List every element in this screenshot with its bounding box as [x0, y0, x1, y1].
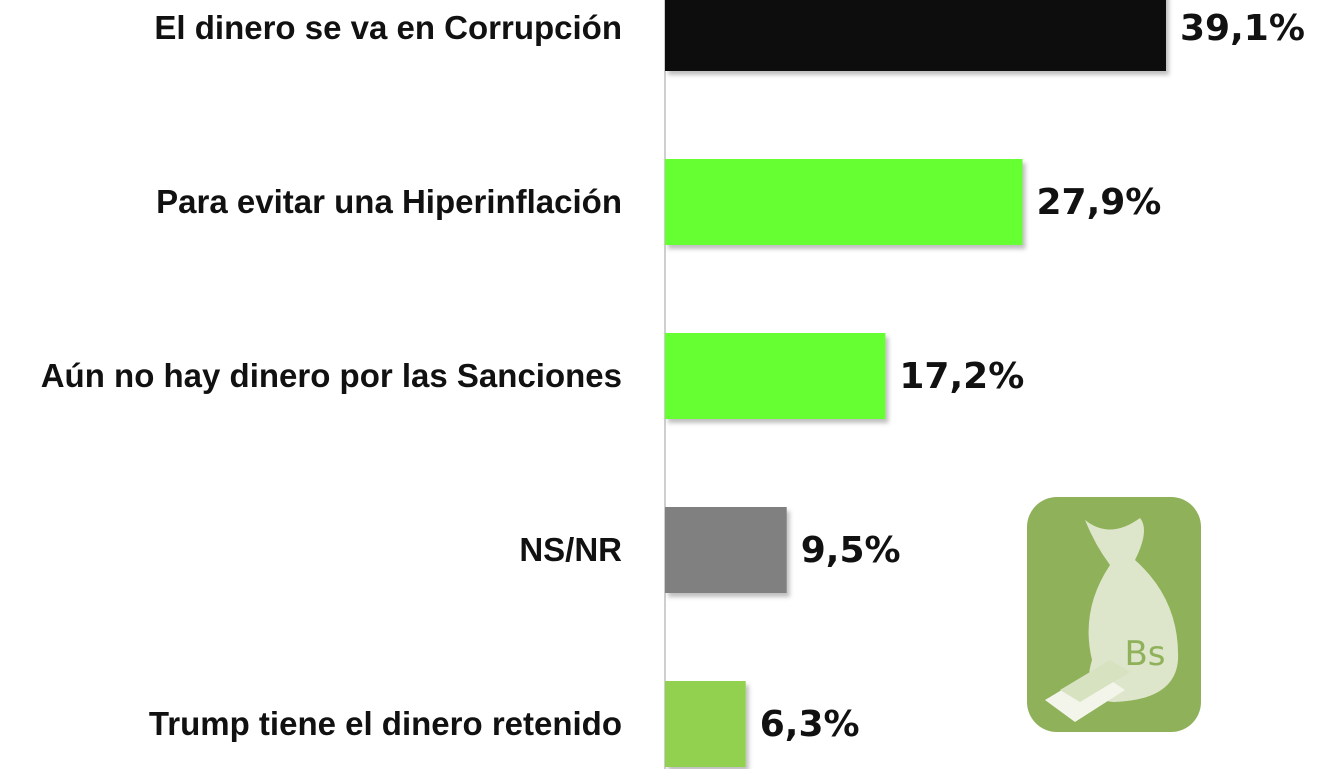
value-label: 17,2% [899, 356, 1024, 397]
category-label: Para evitar una Hiperinflación [156, 183, 622, 220]
value-label: 27,9% [1036, 182, 1161, 223]
value-label: 9,5% [801, 530, 901, 571]
category-label: Aún no hay dinero por las Sanciones [40, 357, 622, 394]
value-label: 6,3% [760, 704, 860, 745]
bar [665, 681, 746, 767]
bar [665, 159, 1023, 245]
bar [665, 333, 886, 419]
category-label: Trump tiene el dinero retenido [148, 705, 622, 742]
bar [665, 507, 787, 593]
category-label: NS/NR [519, 531, 622, 568]
bar [665, 0, 1166, 71]
value-label: 39,1% [1180, 8, 1305, 49]
category-label: El dinero se va en Corrupción [154, 9, 622, 46]
icon-text: Bs [1124, 634, 1165, 674]
money-bag-icon: Bs [1027, 497, 1201, 732]
